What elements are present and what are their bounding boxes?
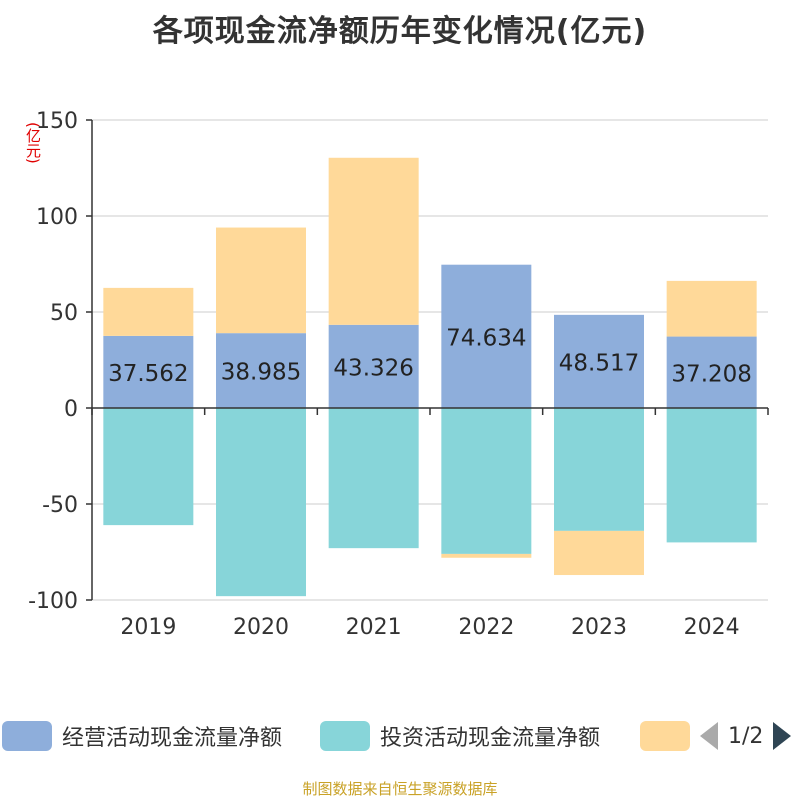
bar-data-label: 74.634 [446, 325, 526, 351]
legend-prev-page-icon[interactable] [700, 722, 718, 750]
bar-segment [103, 335, 194, 408]
y-tick-label: 0 [64, 397, 78, 422]
data-source-note: 制图数据来自恒生聚源数据库 [302, 780, 498, 798]
bar-segment [554, 530, 644, 576]
y-tick-label: -50 [42, 493, 78, 518]
bar-segment [666, 280, 757, 337]
chart-title: 各项现金流净额历年变化情况(亿元) [152, 14, 648, 49]
legend-next-page-icon[interactable] [773, 722, 792, 750]
legend: 经营活动现金流量净额 投资活动现金流量净额 1/2 [0, 716, 800, 756]
legend-label-operating: 经营活动现金流量净额 [62, 726, 283, 751]
legend-item-operating[interactable]: 经营活动现金流量净额 [2, 716, 282, 756]
bar-data-label: 37.562 [108, 361, 188, 387]
y-tick-label: 150 [36, 109, 78, 134]
bar-data-label: 48.517 [559, 350, 639, 376]
x-tick-label: 2024 [684, 615, 740, 640]
legend-item-third[interactable] [640, 716, 690, 756]
bar-segment [666, 336, 757, 408]
bar-segment [666, 408, 757, 543]
x-tick-label: 2023 [571, 615, 627, 640]
bar-data-label: 37.208 [671, 361, 751, 387]
y-tick-label: 100 [36, 205, 78, 230]
bar-segment [554, 408, 644, 531]
legend-swatch-operating [2, 721, 52, 751]
bar-segment [103, 287, 194, 336]
bar-data-label: 43.326 [333, 355, 413, 381]
legend-pager: 1/2 [700, 720, 792, 752]
bar-segment [328, 408, 419, 549]
legend-swatch-investing [320, 721, 370, 751]
y-tick-label: 50 [50, 301, 78, 326]
bar-segment [328, 157, 419, 325]
bar-segment [441, 408, 532, 554]
bar-segment [216, 227, 306, 334]
bar-data-label: 38.985 [221, 360, 301, 386]
legend-item-investing[interactable]: 投资活动现金流量净额 [320, 716, 600, 756]
bar-segment [441, 553, 532, 558]
legend-swatch-third [640, 721, 690, 751]
bar-segment [441, 264, 532, 408]
chart-plot: 150 100 50 0 -50 -100 37.562 2019 38.985 2020 43.3… [28, 109, 769, 640]
x-tick-label: 2021 [346, 615, 402, 640]
x-tick-label: 2019 [120, 615, 176, 640]
x-tick-label: 2020 [233, 615, 289, 640]
bar-segment [216, 333, 306, 408]
legend-label-investing: 投资活动现金流量净额 [380, 726, 601, 751]
legend-page-indicator: 1/2 [728, 723, 764, 749]
y-tick-label: -100 [28, 589, 78, 614]
bar-segment [103, 408, 194, 526]
bar-segment [216, 408, 306, 597]
bar-segment [554, 314, 644, 408]
x-tick-label: 2022 [458, 615, 514, 640]
y-axis-unit: (亿元) [24, 122, 42, 164]
bar-segment [328, 324, 419, 408]
